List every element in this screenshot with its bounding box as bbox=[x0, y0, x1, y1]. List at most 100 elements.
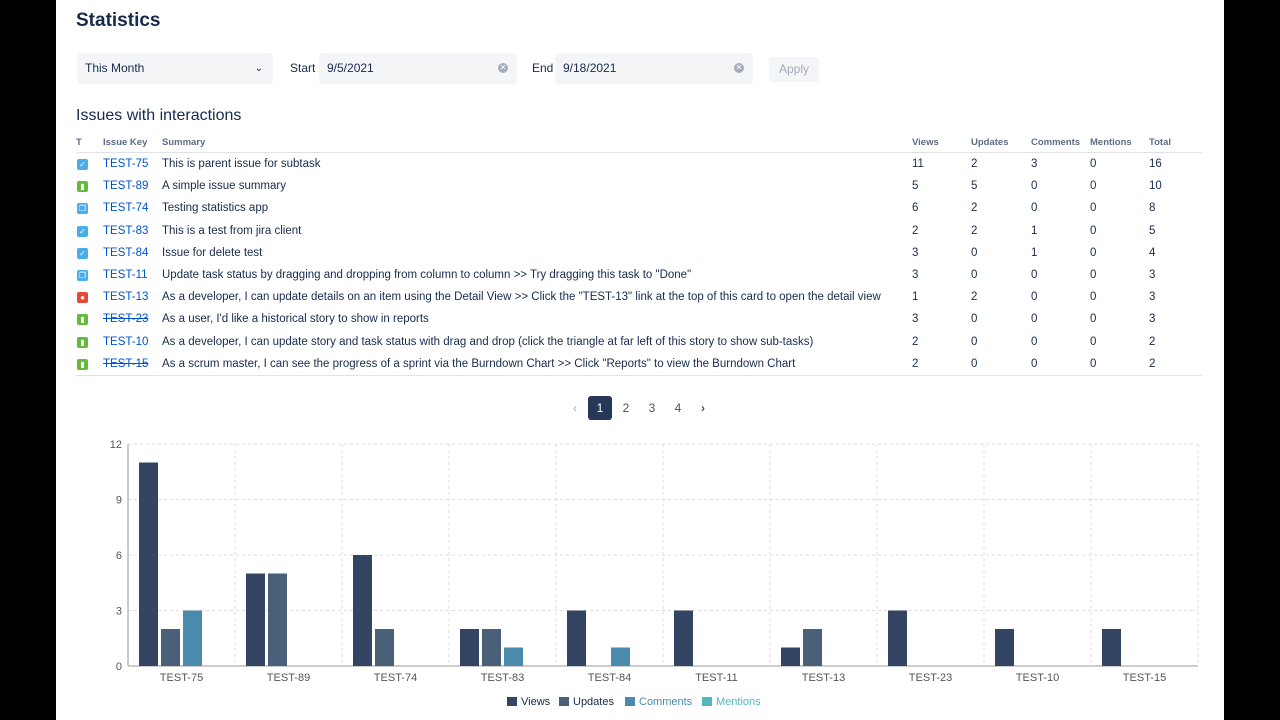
column-header[interactable]: Comments bbox=[1031, 137, 1081, 148]
column-header: T bbox=[76, 137, 82, 148]
x-tick-label: TEST-23 bbox=[909, 672, 952, 684]
issue-key-link[interactable]: TEST-10 bbox=[103, 335, 149, 348]
statistics-page: Statistics This Month ⌄ Start 9/5/2021 ✕ E… bbox=[56, 0, 1224, 720]
total-count: 8 bbox=[1149, 202, 1156, 215]
total-count: 3 bbox=[1149, 313, 1156, 326]
issue-key-link[interactable]: TEST-83 bbox=[103, 224, 149, 237]
story-icon: ▮ bbox=[77, 181, 88, 193]
clear-icon[interactable]: ✕ bbox=[498, 63, 508, 73]
column-header: Summary bbox=[162, 137, 206, 148]
subtask-icon: ✓ bbox=[77, 159, 88, 170]
page-2-button[interactable]: 2 bbox=[622, 401, 630, 415]
column-header[interactable]: Total bbox=[1149, 137, 1171, 148]
bar-updates-TEST-13[interactable] bbox=[803, 629, 822, 666]
issue-key-link[interactable]: TEST-13 bbox=[103, 291, 149, 304]
total-count: 16 bbox=[1149, 158, 1162, 170]
issue-key-link[interactable]: TEST-23 bbox=[103, 313, 149, 326]
bar-views-TEST-13[interactable] bbox=[781, 647, 800, 667]
issue-key-link[interactable]: TEST-89 bbox=[103, 180, 149, 193]
column-header[interactable]: Updates bbox=[971, 137, 1009, 148]
issue-summary: This is a test from jira client bbox=[162, 224, 302, 237]
bar-updates-TEST-83[interactable] bbox=[482, 629, 501, 666]
next-page-button[interactable]: › bbox=[701, 401, 705, 415]
issue-key-link[interactable]: TEST-84 bbox=[103, 246, 149, 259]
bar-views-TEST-84[interactable] bbox=[567, 610, 586, 667]
mentions-count: 0 bbox=[1090, 224, 1097, 237]
updates-count: 0 bbox=[971, 269, 978, 281]
views-count: 5 bbox=[912, 180, 919, 193]
page-3-button[interactable]: 3 bbox=[648, 401, 656, 415]
bar-comments-TEST-83[interactable] bbox=[504, 647, 523, 667]
column-header[interactable]: Mentions bbox=[1090, 137, 1132, 148]
clear-icon[interactable]: ✕ bbox=[734, 63, 744, 73]
comments-count: 0 bbox=[1031, 357, 1038, 370]
table-row: ❐ TEST-74 Testing statistics app 6 2 0 0 8 bbox=[76, 197, 1202, 219]
legend-item-comments[interactable]: Comments bbox=[625, 696, 692, 708]
end-label: End bbox=[532, 61, 554, 75]
bar-updates-TEST-89[interactable] bbox=[268, 573, 287, 667]
bar-views-TEST-89[interactable] bbox=[246, 573, 265, 667]
views-count: 3 bbox=[912, 269, 919, 281]
mentions-count: 0 bbox=[1090, 313, 1097, 326]
total-count: 2 bbox=[1149, 357, 1156, 370]
prev-page-button[interactable]: ‹ bbox=[573, 401, 577, 415]
views-count: 3 bbox=[912, 313, 919, 326]
bar-views-TEST-75[interactable] bbox=[139, 462, 158, 667]
table-title: Issues with interactions bbox=[76, 107, 242, 124]
column-header[interactable]: Views bbox=[912, 137, 939, 148]
legend-item-updates[interactable]: Updates bbox=[559, 696, 614, 708]
total-count: 4 bbox=[1149, 246, 1156, 259]
updates-count: 5 bbox=[971, 180, 978, 193]
issue-key-link[interactable]: TEST-74 bbox=[103, 202, 149, 215]
mentions-count: 0 bbox=[1090, 269, 1097, 281]
y-tick-label: 0 bbox=[116, 661, 122, 673]
end-date-value: 9/18/2021 bbox=[563, 61, 617, 75]
period-select[interactable]: This Month ⌄ bbox=[77, 53, 273, 84]
bar-views-TEST-74[interactable] bbox=[353, 555, 372, 666]
bar-views-TEST-10[interactable] bbox=[995, 629, 1014, 666]
interactions-bar-chart: 0 3 6 9 12 TEST-75 TEST-89 TEST-74 TEST-83 TEST-8… bbox=[110, 439, 1199, 684]
issue-key-link[interactable]: TEST-15 bbox=[103, 357, 149, 370]
table-row: ✓ TEST-83 This is a test from jira client 2… bbox=[76, 220, 1202, 242]
end-date-input[interactable]: 9/18/2021 ✕ bbox=[555, 53, 753, 84]
mentions-count: 0 bbox=[1090, 335, 1097, 348]
x-tick-label: TEST-10 bbox=[1016, 672, 1059, 684]
page-1-button[interactable]: 1 bbox=[588, 396, 612, 420]
legend-item-views[interactable]: Views bbox=[507, 696, 550, 708]
views-count: 2 bbox=[912, 335, 919, 348]
start-date-input[interactable]: 9/5/2021 ✕ bbox=[319, 53, 517, 84]
start-label: Start bbox=[290, 61, 316, 75]
bar-views-TEST-11[interactable] bbox=[674, 610, 693, 667]
updates-count: 0 bbox=[971, 357, 978, 370]
bar-comments-TEST-84[interactable] bbox=[611, 647, 630, 667]
bar-views-TEST-23[interactable] bbox=[888, 610, 907, 667]
bar-views-TEST-15[interactable] bbox=[1102, 629, 1121, 666]
x-tick-label: TEST-83 bbox=[481, 672, 524, 684]
bar-updates-TEST-75[interactable] bbox=[161, 629, 180, 666]
mentions-count: 0 bbox=[1090, 291, 1097, 304]
bar-updates-TEST-74[interactable] bbox=[375, 629, 394, 666]
page-4-button[interactable]: 4 bbox=[674, 401, 682, 415]
legend-label: Comments bbox=[639, 696, 693, 708]
column-header[interactable]: Issue Key bbox=[103, 137, 148, 148]
subtask-icon: ✓ bbox=[77, 247, 88, 259]
task-icon: ❐ bbox=[77, 203, 88, 215]
issue-key-link[interactable]: TEST-75 bbox=[103, 158, 149, 170]
updates-count: 2 bbox=[971, 291, 978, 304]
issue-summary: A simple issue summary bbox=[162, 180, 286, 193]
legend-item-mentions[interactable]: Mentions bbox=[702, 696, 761, 708]
updates-count: 2 bbox=[971, 224, 978, 237]
issue-summary: Update task status by dragging and dropp… bbox=[162, 269, 692, 281]
comments-count: 1 bbox=[1031, 246, 1038, 259]
views-count: 2 bbox=[912, 224, 919, 237]
table-row: ▮ TEST-10 As a developer, I can update sto… bbox=[76, 331, 1202, 353]
header-divider bbox=[76, 152, 1202, 153]
issue-summary: This is parent issue for subtask bbox=[162, 158, 321, 170]
issue-key-link[interactable]: TEST-11 bbox=[103, 269, 148, 281]
legend-label: Views bbox=[521, 696, 551, 708]
page-title: Statistics bbox=[76, 10, 161, 31]
bar-views-TEST-83[interactable] bbox=[460, 629, 479, 666]
bar-comments-TEST-75[interactable] bbox=[183, 610, 202, 667]
table-bottom-divider bbox=[76, 375, 1202, 376]
apply-button[interactable]: Apply bbox=[769, 57, 819, 82]
